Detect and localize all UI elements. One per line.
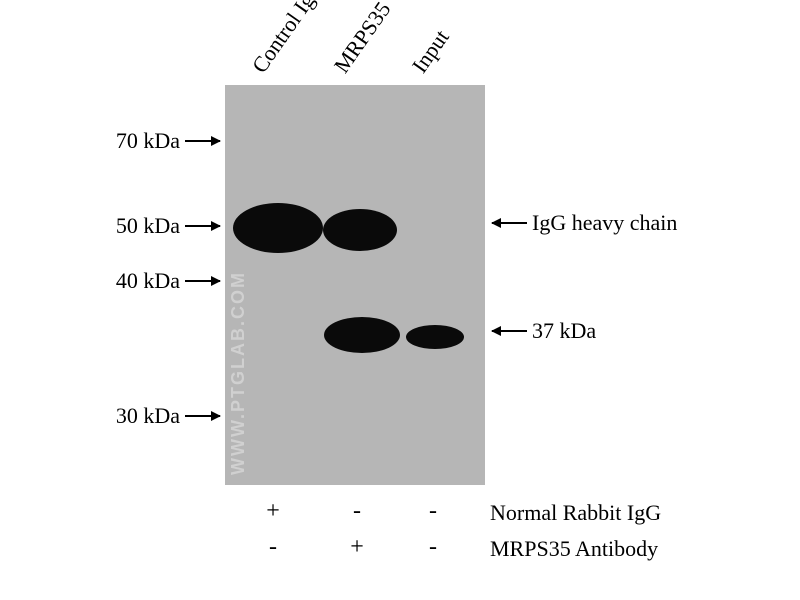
symbol-minus: - [418, 534, 448, 561]
legend-mrps35-antibody: MRPS35 Antibody [490, 536, 658, 562]
figure-container: WWW.PTGLAB.COM Control IgG MRPS35 Input … [0, 0, 800, 600]
arrow-right-icon [185, 225, 220, 227]
mw-label-30: 30 kDa [90, 403, 180, 429]
symbol-minus: - [418, 498, 448, 525]
lane-label-control: Control IgG [247, 0, 330, 78]
mw-label-70: 70 kDa [90, 128, 180, 154]
lane-label-input: Input [407, 25, 455, 78]
arrow-left-icon [492, 222, 527, 224]
blot-membrane [225, 85, 485, 485]
band-igg-control [233, 203, 323, 253]
arrow-right-icon [185, 280, 220, 282]
lane-label-mrps35: MRPS35 [329, 0, 397, 78]
symbol-minus: - [342, 498, 372, 525]
mw-label-40: 40 kDa [90, 268, 180, 294]
band-37kda-mrps35 [324, 317, 400, 353]
legend-normal-rabbit-igg: Normal Rabbit IgG [490, 500, 661, 526]
arrow-left-icon [492, 330, 527, 332]
arrow-right-icon [185, 140, 220, 142]
band-igg-mrps35 [323, 209, 397, 251]
annotation-igg-heavy: IgG heavy chain [532, 210, 677, 236]
arrow-right-icon [185, 415, 220, 417]
symbol-minus: - [258, 534, 288, 561]
symbol-plus: + [258, 498, 288, 525]
mw-label-50: 50 kDa [90, 213, 180, 239]
annotation-37kda: 37 kDa [532, 318, 596, 344]
symbol-plus: + [342, 534, 372, 561]
band-37kda-input [406, 325, 464, 349]
